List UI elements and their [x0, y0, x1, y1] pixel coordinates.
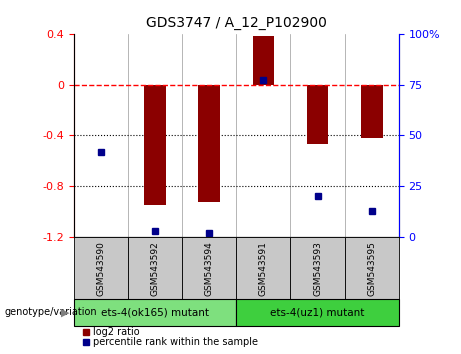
Text: log2 ratio: log2 ratio	[93, 327, 140, 337]
Text: GSM543593: GSM543593	[313, 241, 322, 296]
Text: ets-4(uz1) mutant: ets-4(uz1) mutant	[270, 307, 365, 318]
Text: GSM543590: GSM543590	[96, 241, 106, 296]
Text: ▶: ▶	[61, 307, 69, 318]
Text: GSM543595: GSM543595	[367, 241, 376, 296]
Bar	[253, 36, 274, 85]
Text: percentile rank within the sample: percentile rank within the sample	[93, 337, 258, 347]
Bar	[144, 85, 166, 205]
Text: GSM543594: GSM543594	[205, 241, 214, 296]
Bar	[361, 85, 383, 138]
Text: GSM543592: GSM543592	[150, 241, 160, 296]
Text: ets-4(ok165) mutant: ets-4(ok165) mutant	[101, 307, 209, 318]
Text: GSM543591: GSM543591	[259, 241, 268, 296]
Bar	[198, 85, 220, 201]
Text: genotype/variation: genotype/variation	[5, 307, 97, 318]
Title: GDS3747 / A_12_P102900: GDS3747 / A_12_P102900	[146, 16, 327, 30]
Bar	[307, 85, 328, 144]
